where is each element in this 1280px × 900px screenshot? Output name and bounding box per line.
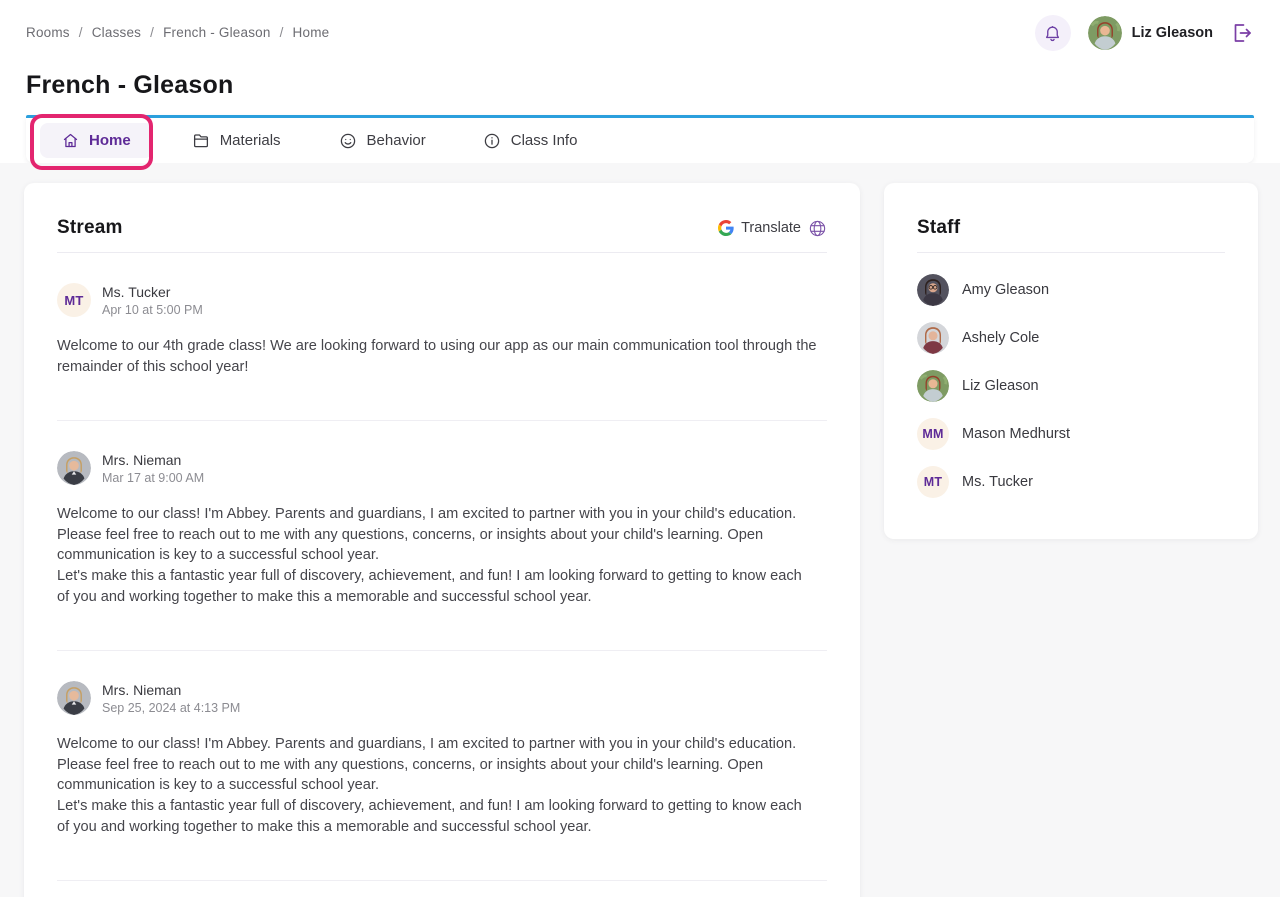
breadcrumb-separator: /: [279, 25, 284, 40]
post-body-text: Let's make this a fantastic year full of…: [57, 567, 802, 605]
staff-list: Amy Gleason Ashely Cole: [917, 274, 1225, 498]
staff-name: Ms. Tucker: [962, 474, 1033, 490]
post-body-text: Welcome to our class! I'm Abbey. Parents…: [57, 506, 797, 564]
staff-row-ms-tucker[interactable]: MT Ms. Tucker: [917, 466, 1225, 498]
stream-title: Stream: [57, 217, 123, 238]
smiley-icon: [339, 132, 357, 150]
tab-behavior-label: Behavior: [366, 132, 426, 149]
home-icon: [62, 132, 79, 149]
app-header: Rooms / Classes / French - Gleason / Hom…: [0, 0, 1280, 115]
staff-name: Mason Medhurst: [962, 426, 1070, 442]
breadcrumb-rooms[interactable]: Rooms: [26, 25, 70, 40]
folder-icon: [192, 132, 210, 150]
staff-row-ashely-cole[interactable]: Ashely Cole: [917, 322, 1225, 354]
notifications-button[interactable]: [1034, 15, 1071, 51]
user-menu[interactable]: Liz Gleason: [1087, 16, 1213, 50]
google-logo-icon: [718, 220, 734, 236]
staff-name: Amy Gleason: [962, 282, 1050, 298]
avatar-mason-medhurst: MM: [917, 418, 949, 450]
stream-card: Stream Translate: [24, 183, 860, 897]
avatar-mrs-nieman: [57, 681, 91, 716]
breadcrumb: Rooms / Classes / French - Gleason / Hom…: [26, 25, 329, 40]
breadcrumb-class[interactable]: French - Gleason: [163, 25, 271, 40]
post-body-text: Let's make this a fantastic year full of…: [57, 797, 802, 835]
page-title: French - Gleason: [26, 71, 234, 99]
post-author: Ms. Tucker: [102, 284, 171, 300]
post-divider: [57, 650, 827, 652]
tab-materials-label: Materials: [219, 132, 281, 149]
tab-class-info[interactable]: Class Info: [483, 132, 578, 150]
avatar-mrs-nieman: [57, 451, 91, 486]
info-icon: [483, 132, 501, 150]
staff-card: Staff Amy Gleason: [884, 183, 1258, 539]
translate-label: Translate: [741, 220, 801, 236]
globe-icon: [808, 219, 827, 238]
avatar-liz-gleason: [1087, 16, 1122, 50]
avatar-amy-gleason: [917, 274, 949, 306]
logout-icon[interactable]: [1230, 21, 1254, 45]
staff-row-amy-gleason[interactable]: Amy Gleason: [917, 274, 1225, 306]
header-user-name: Liz Gleason: [1131, 25, 1213, 41]
staff-row-mason-medhurst[interactable]: MM Mason Medhurst: [917, 418, 1225, 450]
post-divider: [57, 880, 827, 882]
avatar-ashely-cole: [917, 322, 949, 354]
breadcrumb-classes[interactable]: Classes: [91, 25, 142, 40]
breadcrumb-home[interactable]: Home: [292, 25, 330, 40]
avatar-ms-tucker: MT: [57, 283, 91, 317]
class-tab-bar: Home Materials Behavior: [26, 114, 1254, 170]
staff-row-liz-gleason[interactable]: Liz Gleason: [917, 370, 1225, 402]
stream-divider: [57, 252, 827, 253]
breadcrumb-separator: /: [78, 25, 83, 40]
tab-materials[interactable]: Materials: [192, 132, 281, 150]
post-body-text: Welcome to our class! I'm Abbey. Parents…: [57, 736, 797, 794]
staff-title: Staff: [917, 217, 961, 238]
tab-home-label: Home: [89, 132, 131, 149]
post-body-text: Welcome to our 4th grade class! We are l…: [57, 338, 817, 375]
tab-behavior[interactable]: Behavior: [339, 132, 426, 150]
avatar-ms-tucker: MT: [917, 466, 949, 498]
avatar-liz-gleason: [917, 370, 949, 402]
staff-name: Liz Gleason: [962, 378, 1039, 394]
avatar-initials: MT: [923, 475, 943, 489]
tab-class-info-label: Class Info: [510, 132, 578, 149]
staff-name: Ashely Cole: [962, 330, 1040, 346]
tab-home[interactable]: Home: [40, 123, 153, 158]
post-timestamp: Mar 17 at 9:00 AM: [102, 471, 205, 486]
stream-post: Mrs. Nieman Mar 17 at 9:00 AM Welcome to…: [57, 451, 827, 652]
staff-divider: [917, 252, 1225, 253]
translate-button[interactable]: Translate: [718, 219, 827, 238]
post-timestamp: Sep 25, 2024 at 4:13 PM: [102, 701, 241, 716]
avatar-initials: MT: [64, 292, 84, 308]
bell-icon: [1043, 24, 1062, 43]
post-author: Mrs. Nieman: [102, 682, 182, 699]
post-author: Mrs. Nieman: [102, 452, 182, 469]
stream-post: Mrs. Nieman Sep 25, 2024 at 4:13 PM Welc…: [57, 681, 827, 882]
main-content: Stream Translate: [0, 163, 1280, 897]
post-divider: [57, 420, 827, 422]
post-timestamp: Apr 10 at 5:00 PM: [102, 303, 203, 317]
avatar-initials: MM: [922, 427, 944, 441]
header-user-cluster: Liz Gleason: [1034, 13, 1254, 53]
stream-post: MT Ms. Tucker Apr 10 at 5:00 PM Welcome …: [57, 283, 827, 422]
breadcrumb-separator: /: [150, 25, 155, 40]
